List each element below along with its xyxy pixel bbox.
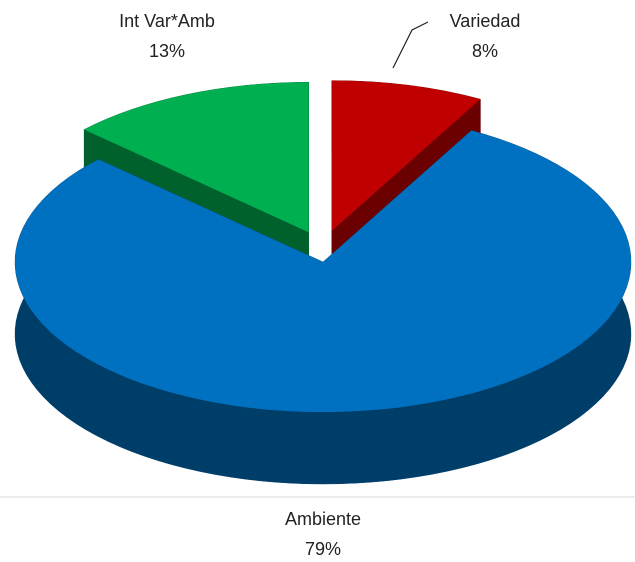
pie-slice	[331, 80, 481, 231]
pie-slice	[84, 82, 309, 233]
pie	[14, 80, 632, 485]
value-label: 79%	[305, 539, 341, 559]
leader-line	[392, 21, 429, 69]
slice-label: Int Var*Amb	[119, 11, 215, 31]
value-label: 8%	[472, 41, 498, 61]
slice-label: Variedad	[450, 11, 521, 31]
value-label: 13%	[149, 41, 185, 61]
slice-label: Ambiente	[285, 509, 361, 529]
pie-slice	[15, 130, 632, 413]
